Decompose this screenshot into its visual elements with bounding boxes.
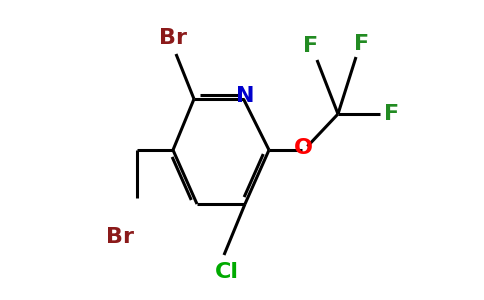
Text: Br: Br <box>106 227 135 247</box>
Text: F: F <box>303 37 318 56</box>
Text: F: F <box>354 34 370 53</box>
Text: Cl: Cl <box>215 262 239 281</box>
Text: O: O <box>294 139 313 158</box>
Text: Br: Br <box>159 28 187 47</box>
Text: F: F <box>384 104 399 124</box>
Text: N: N <box>236 86 254 106</box>
